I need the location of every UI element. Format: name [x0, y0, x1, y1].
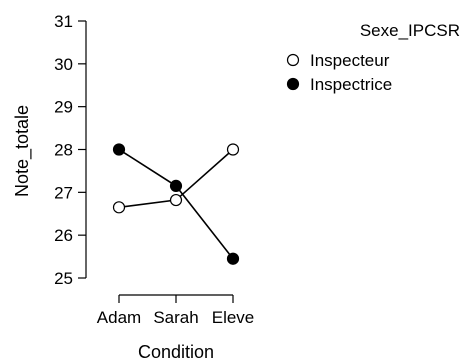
y-axis-label: Note_totale — [12, 105, 33, 197]
series-inspectrice — [112, 143, 240, 265]
series-inspecteur — [112, 143, 240, 214]
x-tick-label: Sarah — [153, 308, 198, 327]
legend-title: Sexe_IPCSR — [360, 21, 460, 40]
y-tick-label: 26 — [54, 226, 73, 245]
x-axis-label: Condition — [138, 342, 214, 361]
y-tick-label: 25 — [54, 269, 73, 288]
series-layer — [112, 143, 240, 265]
x-tick-label: Eleve — [212, 308, 255, 327]
x-tick-label: Adam — [97, 308, 141, 327]
legend-marker — [286, 77, 300, 91]
legend-marker — [286, 53, 300, 67]
y-axis: 25 26 27 28 29 30 31 — [54, 12, 87, 288]
data-point — [112, 143, 126, 156]
y-tick-label: 29 — [54, 98, 73, 117]
y-tick-label: 28 — [54, 141, 73, 160]
data-point — [226, 252, 240, 265]
data-point — [112, 201, 126, 214]
legend-items: Inspecteur Inspectrice — [286, 51, 392, 94]
legend-label: Inspectrice — [310, 75, 392, 94]
data-point — [169, 193, 183, 207]
data-point — [169, 179, 183, 193]
legend-label: Inspecteur — [310, 51, 390, 70]
y-tick-label: 31 — [54, 12, 73, 31]
x-axis: Adam Sarah Eleve — [97, 294, 255, 327]
legend: Sexe_IPCSR Inspecteur Inspectrice — [286, 21, 460, 94]
data-point — [226, 143, 240, 156]
y-tick-label: 30 — [54, 55, 73, 74]
y-tick-label: 27 — [54, 183, 73, 202]
